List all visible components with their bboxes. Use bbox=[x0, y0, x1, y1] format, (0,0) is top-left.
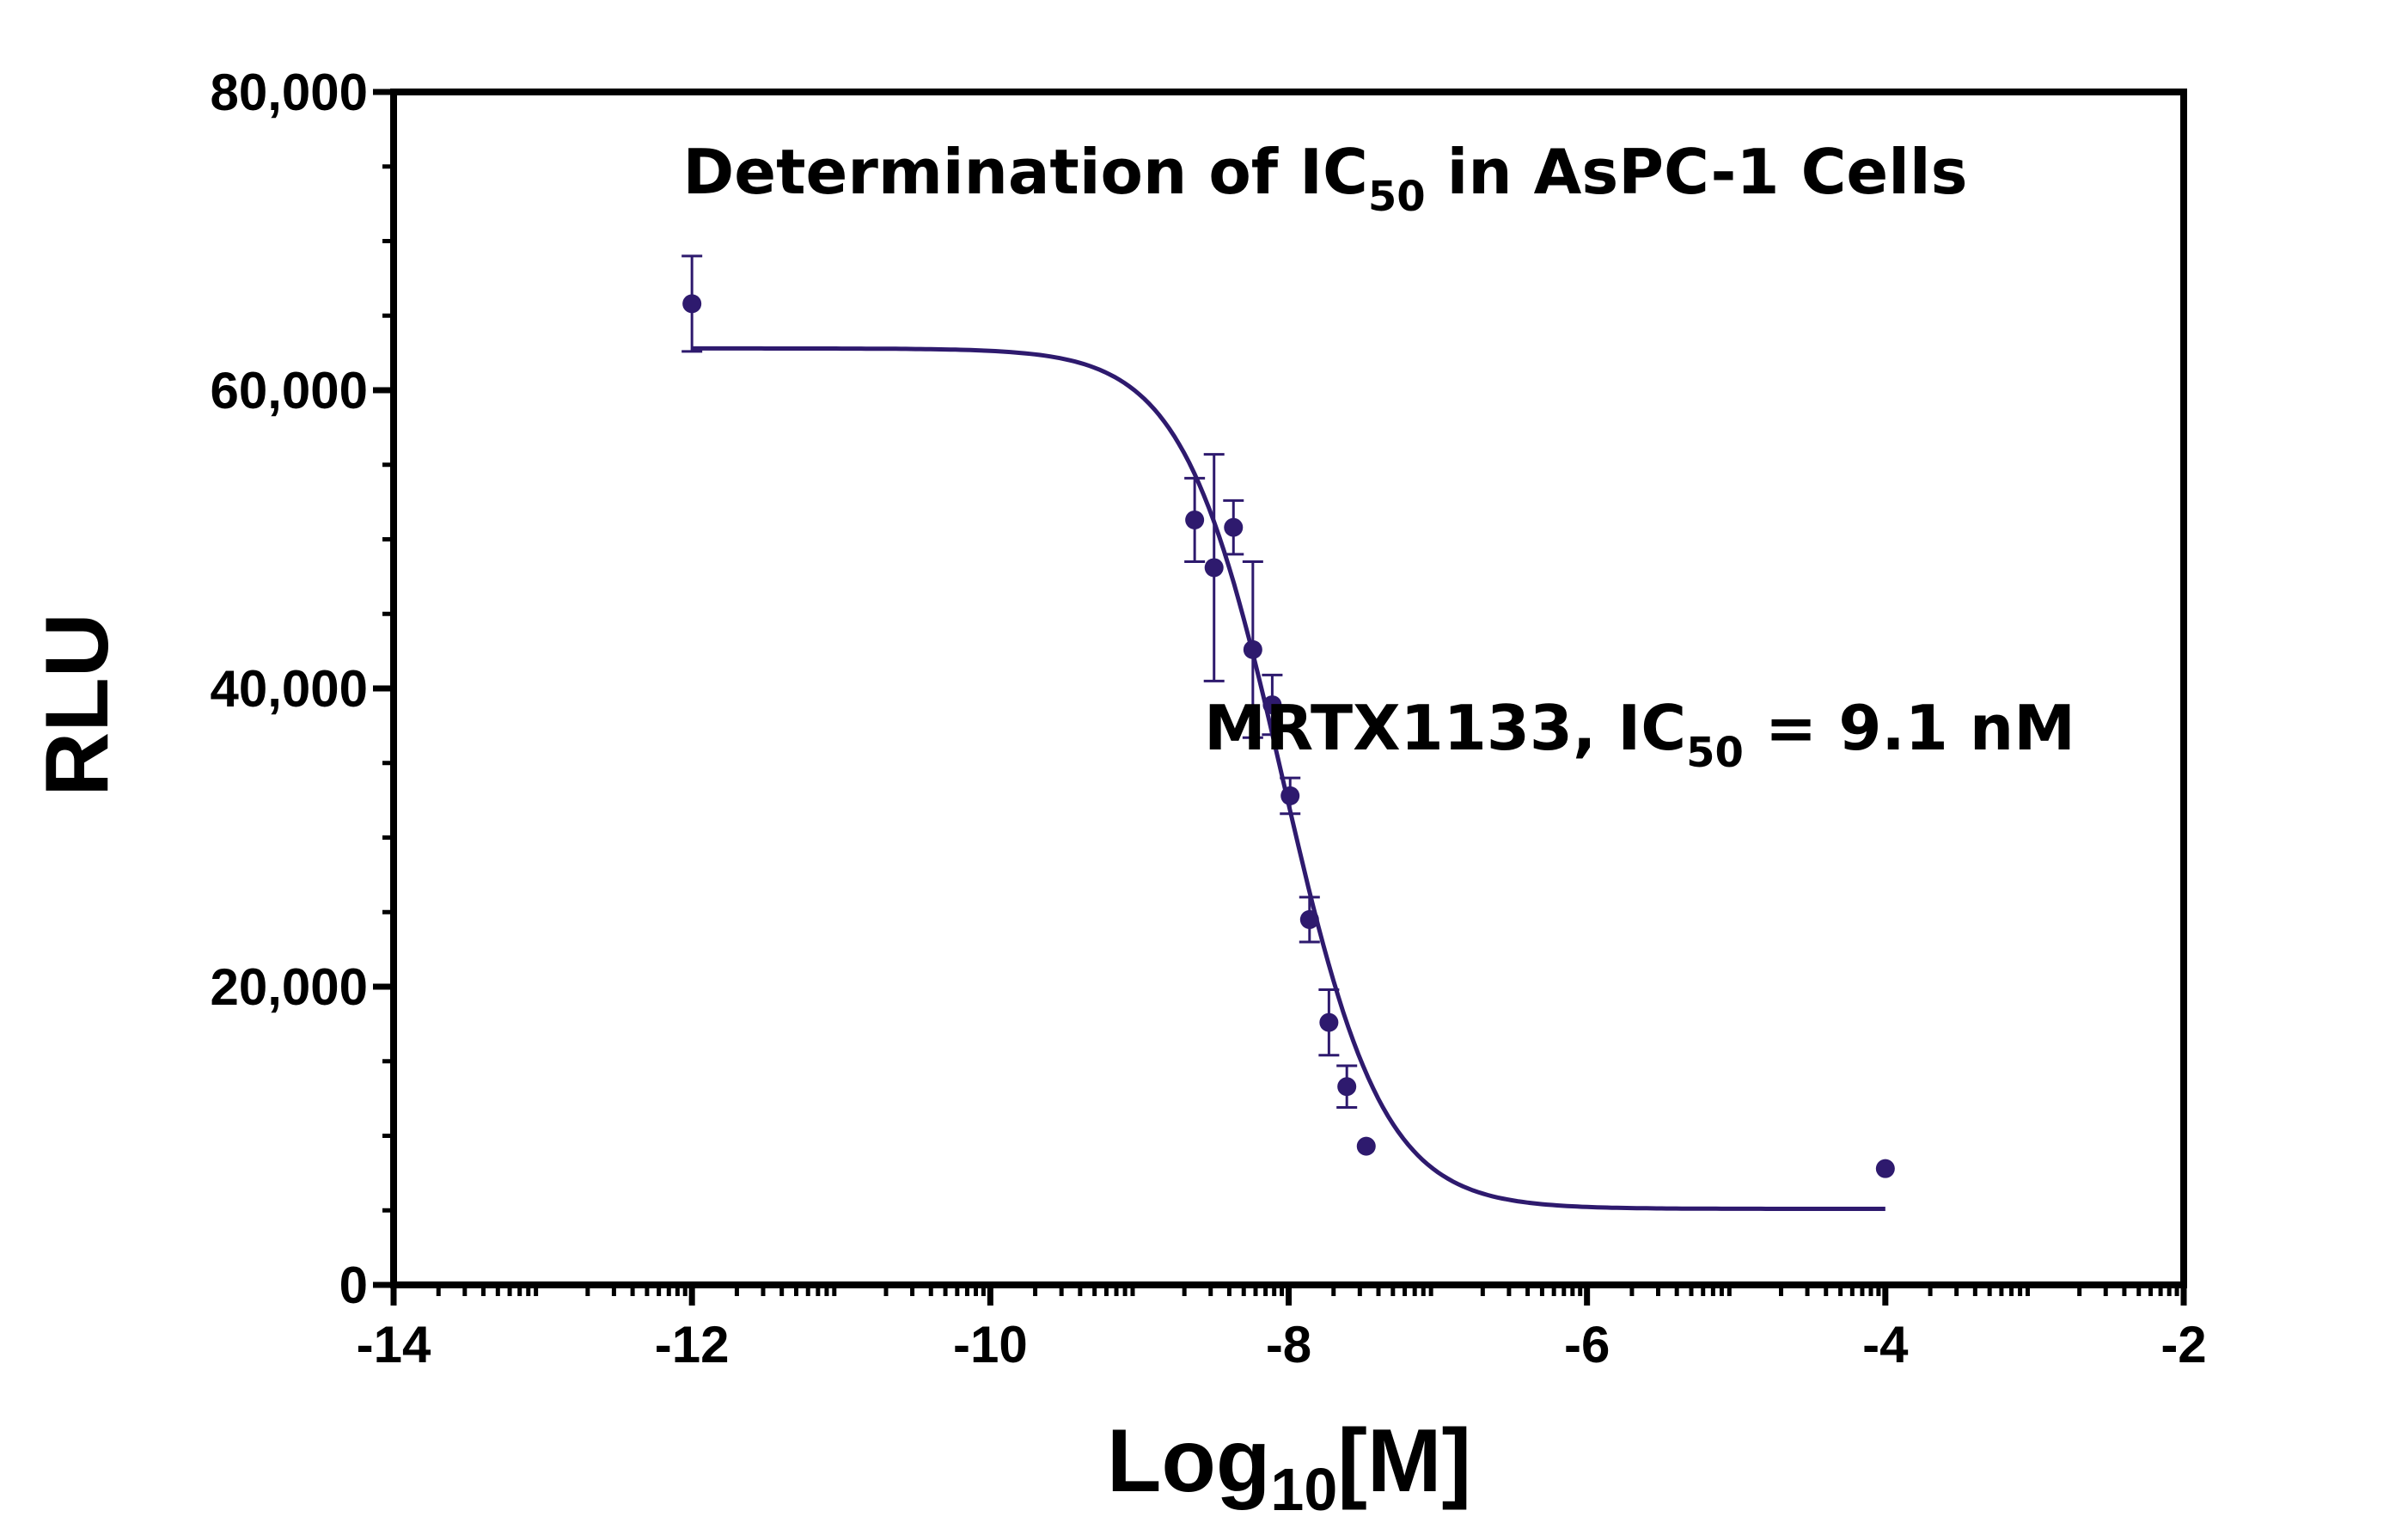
data-point bbox=[1356, 1136, 1376, 1156]
plot-frame bbox=[390, 89, 2187, 1288]
data-point bbox=[1299, 909, 1319, 929]
data-point bbox=[1337, 1077, 1357, 1097]
x-tick-label: -10 bbox=[953, 1316, 1028, 1373]
y-tick-label: 40,000 bbox=[210, 660, 368, 718]
x-tick-label: -12 bbox=[655, 1316, 730, 1373]
chart-title-subscript: 50 bbox=[1368, 173, 1426, 221]
x-axis-title: Log10[M] bbox=[1107, 1411, 1471, 1523]
ic50-annotation-subscript: 50 bbox=[1686, 729, 1744, 777]
y-tick-label: 80,000 bbox=[210, 64, 368, 121]
x-axis-title-subscript: 10 bbox=[1270, 1456, 1337, 1523]
data-points-layer bbox=[681, 254, 1895, 1178]
data-point bbox=[1262, 695, 1282, 715]
x-axis-title-suffix: [M] bbox=[1337, 1411, 1471, 1511]
y-tick-label: 60,000 bbox=[210, 362, 368, 419]
y-tick-label: 0 bbox=[339, 1257, 368, 1314]
y-tick-label: 20,000 bbox=[210, 958, 368, 1016]
x-tick-label: -6 bbox=[1564, 1316, 1610, 1373]
chart-title-main: Determination of IC bbox=[683, 136, 1368, 208]
ic50-annotation-suffix: = 9.1 nM bbox=[1744, 692, 2075, 764]
data-point bbox=[1280, 786, 1300, 805]
chart-title: Determination of IC50 in AsPC-1 Cells bbox=[683, 136, 1968, 221]
x-tick-label: -4 bbox=[1862, 1316, 1909, 1373]
ic50-annotation: MRTX1133, IC50 = 9.1 nM bbox=[1204, 692, 2075, 777]
x-tick-label: -14 bbox=[357, 1316, 431, 1373]
x-tick-label: -8 bbox=[1266, 1316, 1311, 1373]
data-point bbox=[1204, 558, 1224, 578]
y-axis-title: RLU bbox=[28, 613, 127, 797]
chart-title-suffix: in AsPC-1 Cells bbox=[1426, 136, 1968, 208]
data-point bbox=[1243, 639, 1262, 659]
data-point bbox=[1875, 1159, 1895, 1178]
x-axis-title-main: Log bbox=[1107, 1411, 1271, 1511]
data-point bbox=[1224, 517, 1244, 537]
x-tick-label: -2 bbox=[2160, 1316, 2206, 1373]
ic50-annotation-main: MRTX1133, IC bbox=[1204, 692, 1686, 764]
data-point bbox=[1185, 510, 1205, 529]
tick-labels: -14 -12 -10 -8 -6 -4 -2 0 20,000 40,000 60,000 80,0… bbox=[210, 64, 2206, 1373]
data-point bbox=[682, 294, 702, 314]
data-point bbox=[1319, 1012, 1339, 1032]
